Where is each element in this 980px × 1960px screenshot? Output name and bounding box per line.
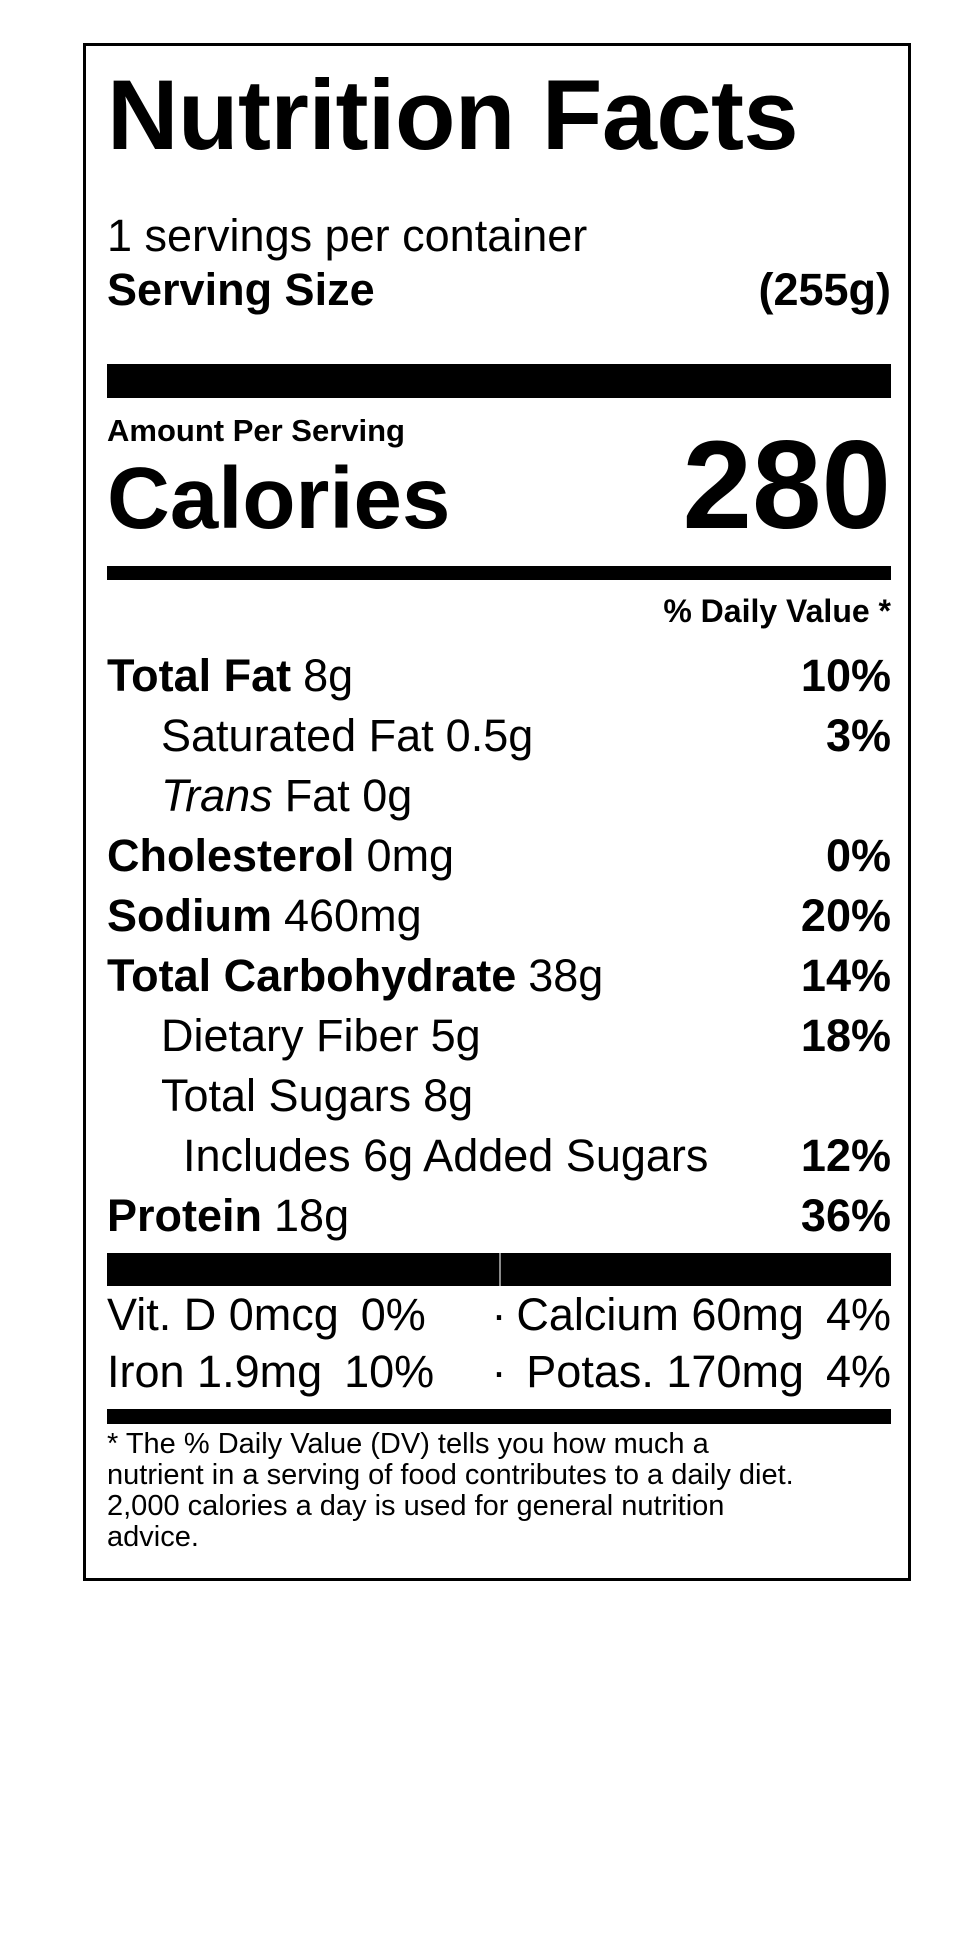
serving-size-label: Serving Size <box>107 264 375 315</box>
nutrient-rows: Total Fat 8g 10% Saturated Fat 0.5g 3% Tra… <box>107 646 891 1246</box>
nutrient-name: Total Sugars 8g <box>161 1066 473 1126</box>
nutrient-name: Includes 6g Added Sugars <box>183 1126 720 1186</box>
nutrient-dv: 10% <box>800 650 891 701</box>
nutrient-amount: 38g <box>528 950 604 1001</box>
micronutrient-row-2: Iron 1.9mg 10% · Potas. 170mg 4% <box>107 1343 891 1400</box>
daily-value-header: % Daily Value * <box>663 593 891 629</box>
nutrient-name: Saturated Fat 0.5g <box>161 706 533 766</box>
divider-thick-split <box>107 1253 891 1286</box>
calories-label: Calories <box>107 450 451 547</box>
nutrient-amount: 8g <box>423 1070 474 1121</box>
nutrient-name-bold: Cholesterol <box>107 830 355 881</box>
micronutrient-name: Calcium 60mg <box>516 1289 804 1340</box>
nutrient-dv: 36% <box>800 1190 891 1241</box>
micronutrient-left: Vit. D 0mcg 0% <box>107 1286 486 1343</box>
micronutrient-dv: 4% <box>825 1346 891 1397</box>
nutrient-amount: 460mg <box>284 890 422 941</box>
nutrient-amount: Fat 0g <box>284 770 413 821</box>
nutrient-dv: 3% <box>825 710 891 761</box>
dot-separator: · <box>491 1289 507 1340</box>
nutrient-dv: 18% <box>800 1010 891 1061</box>
micronutrient-name: Vit. D 0mcg <box>107 1289 339 1340</box>
nutrient-dv: 14% <box>800 950 891 1001</box>
micronutrient-left: Iron 1.9mg 10% <box>107 1343 486 1400</box>
nutrient-name-text: Dietary Fiber <box>161 1010 419 1061</box>
dot-separator: · <box>491 1346 507 1397</box>
nutrient-name-bold: Protein <box>107 1190 263 1241</box>
micronutrient-row-1: Vit. D 0mcg 0% · Calcium 60mg 4% <box>107 1286 891 1343</box>
nutrient-name-text: Total Sugars <box>161 1070 412 1121</box>
divider-thin-footnote <box>107 1409 891 1424</box>
nutrient-row-dietary-fiber: Dietary Fiber 5g 18% <box>107 1006 891 1066</box>
servings-per-container: 1 servings per container <box>107 210 588 261</box>
nutrient-name-bold: Sodium <box>107 890 272 941</box>
micronutrient-right: Potas. 170mg 4% <box>512 1343 891 1400</box>
nutrient-row-total-carbohydrate: Total Carbohydrate 38g 14% <box>107 946 891 1006</box>
nutrient-amount: 18g <box>274 1190 350 1241</box>
amount-per-serving-label: Amount Per Serving <box>107 413 405 448</box>
footnote: * The % Daily Value (DV) tells you how m… <box>107 1429 891 1553</box>
nutrient-dv: 20% <box>800 890 891 941</box>
nutrient-name: Total Carbohydrate 38g <box>107 946 603 1006</box>
nutrient-amount: 0mg <box>366 830 455 881</box>
nutrient-row-total-sugars: Total Sugars 8g <box>107 1066 891 1126</box>
divider-thick-top <box>107 364 891 398</box>
micronutrient-dv: 10% <box>344 1346 435 1397</box>
nutrient-name: Dietary Fiber 5g <box>161 1006 481 1066</box>
micronutrient-dv: 4% <box>825 1289 891 1340</box>
nutrient-row-protein: Protein 18g 36% <box>107 1186 891 1246</box>
divider-split-gap <box>499 1253 501 1286</box>
serving-size-row: Serving Size (255g) <box>107 263 891 317</box>
calories-row: Calories 280 <box>107 416 891 555</box>
nutrient-amount: 8g <box>303 650 354 701</box>
divider-medium <box>107 566 891 580</box>
nutrient-row-added-sugars: Includes 6g Added Sugars 12% <box>107 1126 891 1186</box>
nutrient-row-total-fat: Total Fat 8g 10% <box>107 646 891 706</box>
footnote-line: * The % Daily Value (DV) tells you how m… <box>107 1428 709 1460</box>
nutrient-row-cholesterol: Cholesterol 0mg 0% <box>107 826 891 886</box>
nutrient-name-bold: Total Carbohydrate <box>107 950 517 1001</box>
nutrient-amount: 5g <box>430 1010 481 1061</box>
micronutrient-dv: 0% <box>360 1289 426 1340</box>
nutrient-amount: 0.5g <box>445 710 534 761</box>
nutrient-name-italic: Trans <box>161 770 273 821</box>
nutrient-name: Total Fat 8g <box>107 646 353 706</box>
nutrient-name-text: Saturated Fat <box>161 710 434 761</box>
calories-value: 280 <box>682 416 891 555</box>
micronutrient-name: Iron 1.9mg <box>107 1346 323 1397</box>
nutrient-name-text: Includes 6g Added Sugars <box>183 1130 709 1181</box>
footnote-line: nutrient in a serving of food contribute… <box>107 1459 794 1491</box>
nutrient-dv: 12% <box>800 1130 891 1181</box>
nutrient-name-bold: Total Fat <box>107 650 292 701</box>
footnote-line: 2,000 calories a day is used for general… <box>107 1490 725 1522</box>
micronutrient-right: Calcium 60mg 4% <box>512 1286 891 1343</box>
footnote-line: advice. <box>107 1521 199 1553</box>
label-title: Nutrition Facts <box>107 59 799 170</box>
nutrition-facts-label: Nutrition Facts 1 servings per container… <box>83 43 911 1581</box>
nutrient-dv: 0% <box>825 830 891 881</box>
micronutrient-name: Potas. 170mg <box>526 1346 804 1397</box>
nutrient-name: Protein 18g <box>107 1186 349 1246</box>
nutrient-name: Trans Fat 0g <box>161 766 412 826</box>
nutrient-name: Sodium 460mg <box>107 886 422 946</box>
nutrient-row-trans-fat: Trans Fat 0g <box>107 766 891 826</box>
serving-size-value: (255g) <box>758 264 891 315</box>
nutrient-name: Cholesterol 0mg <box>107 826 454 886</box>
nutrient-row-saturated-fat: Saturated Fat 0.5g 3% <box>107 706 891 766</box>
nutrient-row-sodium: Sodium 460mg 20% <box>107 886 891 946</box>
